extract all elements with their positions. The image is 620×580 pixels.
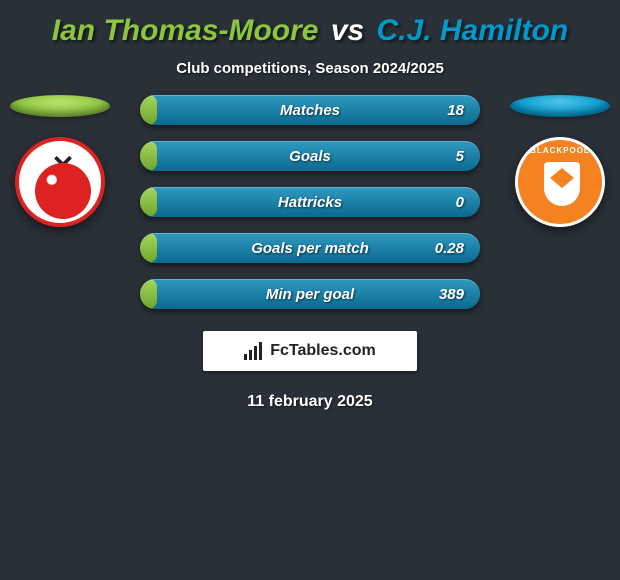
stat-value-p2: 389 <box>439 286 464 303</box>
subtitle: Club competitions, Season 2024/2025 <box>0 54 620 95</box>
player1-name: Ian Thomas-Moore <box>52 14 319 47</box>
stat-row: Min per goal389 <box>140 279 480 309</box>
stat-rows: Matches18 Goals5 Hattricks0 Goals per match… <box>140 95 480 309</box>
player1-side: ✕ <box>10 95 110 227</box>
branding-text: FcTables.com <box>270 342 376 360</box>
stat-label: Hattricks <box>140 194 480 211</box>
team1-crest: ✕ <box>15 137 105 227</box>
team2-crest: BLACKPOOL <box>515 137 605 227</box>
stat-value-p2: 0.28 <box>435 240 464 257</box>
stat-value-p2: 18 <box>447 102 464 119</box>
comparison-card: Ian Thomas-Moore vs C.J. Hamilton Club c… <box>0 0 620 411</box>
main-area: ✕ BLACKPOOL Matches18 Goals5 Hattricks0 Goa… <box>0 95 620 309</box>
stat-row: Goals5 <box>140 141 480 171</box>
player2-side: BLACKPOOL <box>510 95 610 227</box>
crest-shield-icon <box>544 162 580 206</box>
player2-name: C.J. Hamilton <box>377 14 569 47</box>
branding-box: FcTables.com <box>203 331 417 371</box>
player1-ellipse <box>10 95 110 117</box>
vs-text: vs <box>331 14 364 47</box>
crest-ball-icon <box>35 163 91 219</box>
stat-label: Min per goal <box>140 286 480 303</box>
player2-ellipse <box>510 95 610 117</box>
comparison-title: Ian Thomas-Moore vs C.J. Hamilton <box>0 0 620 54</box>
chart-icon <box>244 342 264 360</box>
stat-value-p2: 5 <box>456 148 464 165</box>
stat-row: Goals per match0.28 <box>140 233 480 263</box>
crest-top-text: BLACKPOOL <box>518 146 602 155</box>
stat-value-p2: 0 <box>456 194 464 211</box>
stat-row: Matches18 <box>140 95 480 125</box>
stat-row: Hattricks0 <box>140 187 480 217</box>
stat-label: Matches <box>140 102 480 119</box>
footer-date: 11 february 2025 <box>0 393 620 411</box>
stat-label: Goals per match <box>140 240 480 257</box>
stat-label: Goals <box>140 148 480 165</box>
